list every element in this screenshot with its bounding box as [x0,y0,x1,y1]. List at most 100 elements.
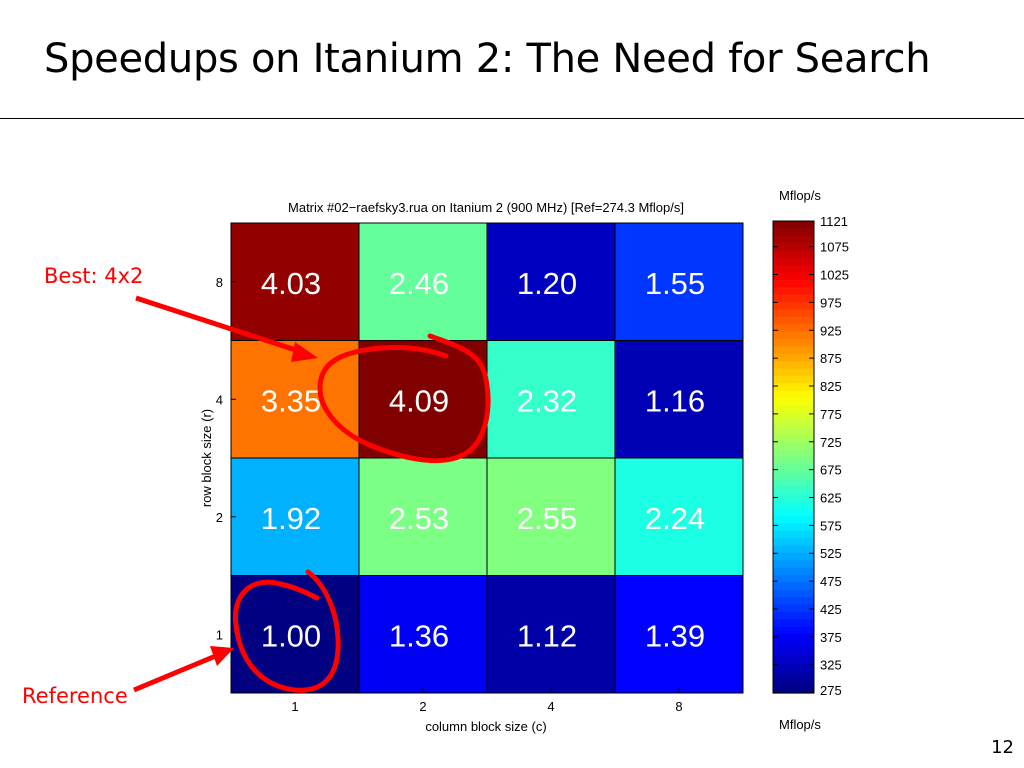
y-tick-label-8: 8 [216,275,223,290]
colorbar-step-53 [773,611,814,620]
colorbar-step-55 [773,626,814,635]
slide-title: Speedups on Itanium 2: The Need for Sear… [44,36,931,82]
reference-arrow-shaft [133,652,219,693]
colorbar-step-49 [773,582,814,591]
colorbar-step-18 [773,353,814,362]
colorbar-step-20 [773,368,814,377]
colorbar-step-29 [773,434,814,443]
reference-annotation [133,569,341,693]
colorbar-step-52 [773,604,814,613]
colorbar-tick-label-575: 575 [820,518,842,533]
heatmap-cell-r8-c8 [615,223,743,341]
x-tick-label-2: 2 [419,699,426,714]
best-arrow-shaft [135,295,303,355]
y-axis-label: row block size (r) [199,409,214,507]
colorbar-step-12 [773,309,814,318]
colorbar-tick-label-725: 725 [820,435,842,450]
colorbar-step-60 [773,663,814,672]
colorbar-tick-label-825: 825 [820,379,842,394]
colorbar-step-13 [773,316,814,325]
heatmap-cell-r2-c1 [231,458,359,576]
cell-label-r8-c1: 4.03 [261,266,321,301]
y-tick-label-2: 2 [216,510,223,525]
colorbar-step-36 [773,486,814,495]
x-axis-label: column block size (c) [425,719,546,734]
heatmap-cell-r2-c2 [359,458,487,576]
colorbar-step-41 [773,523,814,532]
cell-label-r1-c4: 1.12 [517,618,577,653]
title-rule [0,118,1024,119]
heatmap-cell-r2-c8 [615,458,743,576]
colorbar-tick-label-325: 325 [820,658,842,673]
heatmap-gridlines [231,223,743,693]
heatmap-cell-r8-c4 [487,223,615,341]
colorbar-step-24 [773,398,814,406]
cell-label-r1-c1: 1.00 [261,618,321,653]
heatmap-cell-r2-c4 [487,458,615,576]
y-tick-label-4: 4 [216,392,223,407]
colorbar-step-21 [773,375,814,384]
colorbar-step-54 [773,619,814,628]
colorbar-step-38 [773,501,814,510]
colorbar-step-57 [773,641,814,650]
colorbar-step-16 [773,339,814,347]
colorbar-step-62 [773,678,814,687]
colorbar-step-32 [773,457,814,465]
colorbar-step-47 [773,567,814,576]
colorbar-step-10 [773,294,814,303]
colorbar-step-22 [773,383,814,392]
reference-circle [232,569,341,693]
colorbar-tick-label-375: 375 [820,630,842,645]
heatmap-cell-r4-c8 [615,340,743,458]
colorbar-tick-label-775: 775 [820,407,842,422]
colorbar-tick-label-1025: 1025 [820,268,849,283]
heatmap-cells: 4.03 2.46 1.20 1.55 3.35 4.09 2.32 1.16 1.92 2.53… [231,223,743,693]
colorbar-step-9 [773,287,814,296]
colorbar-step-42 [773,530,814,539]
cell-label-r1-c2: 1.36 [389,618,449,653]
colorbar-step-15 [773,331,814,340]
heatmap-cell-r4-c2 [359,340,487,458]
x-tick-label-1: 1 [291,699,298,714]
colorbar-step-2 [773,235,814,244]
colorbar-step-31 [773,449,814,458]
colorbar-label-top: Mflop/s [779,188,821,203]
colorbar-step-28 [773,427,814,436]
heatmap-cell-r1-c8 [615,575,743,693]
colorbar-tick-label-675: 675 [820,463,842,478]
reference-arrow-head [210,646,234,666]
cell-label-r2-c2: 2.53 [389,501,449,536]
heatmap-cell-r4-c4 [487,340,615,458]
colorbar-tick-label-625: 625 [820,490,842,505]
cell-label-r2-c8: 2.24 [645,501,705,536]
plot-frame [230,222,744,694]
colorbar-step-30 [773,442,814,451]
x-tick-label-4: 4 [547,699,554,714]
colorbar-step-58 [773,648,814,657]
colorbar-step-19 [773,361,814,370]
colorbar-step-43 [773,538,814,547]
best-circle [317,333,491,463]
colorbar-step-34 [773,471,814,480]
colorbar-tick-label-925: 925 [820,323,842,338]
y-tick-label-1: 1 [216,627,223,642]
colorbar-tick-label-1121: 1121 [820,214,848,229]
colorbar-tick-label-475: 475 [820,574,842,589]
colorbar-step-51 [773,597,814,606]
colorbar-step-4 [773,250,814,259]
colorbar-step-56 [773,634,814,642]
heatmap-cell-r8-c1 [231,223,359,341]
colorbar-step-3 [773,243,814,252]
colorbar-frame [772,220,815,694]
colorbar-step-25 [773,405,814,414]
colorbar [772,220,815,694]
cell-label-r4-c2: 4.09 [389,383,449,418]
colorbar-tick-label-1075: 1075 [820,240,849,255]
colorbar-ticks: 1121 1075 1025 975 925 875 825 775 725 675 625 575 5… [773,214,849,698]
colorbar-tick-label-275: 275 [820,683,842,698]
heatmap-cell-r1-c2 [359,575,487,693]
heatmap-cell-r1-c4 [487,575,615,693]
colorbar-step-26 [773,412,814,421]
cell-label-r1-c8: 1.39 [645,618,705,653]
